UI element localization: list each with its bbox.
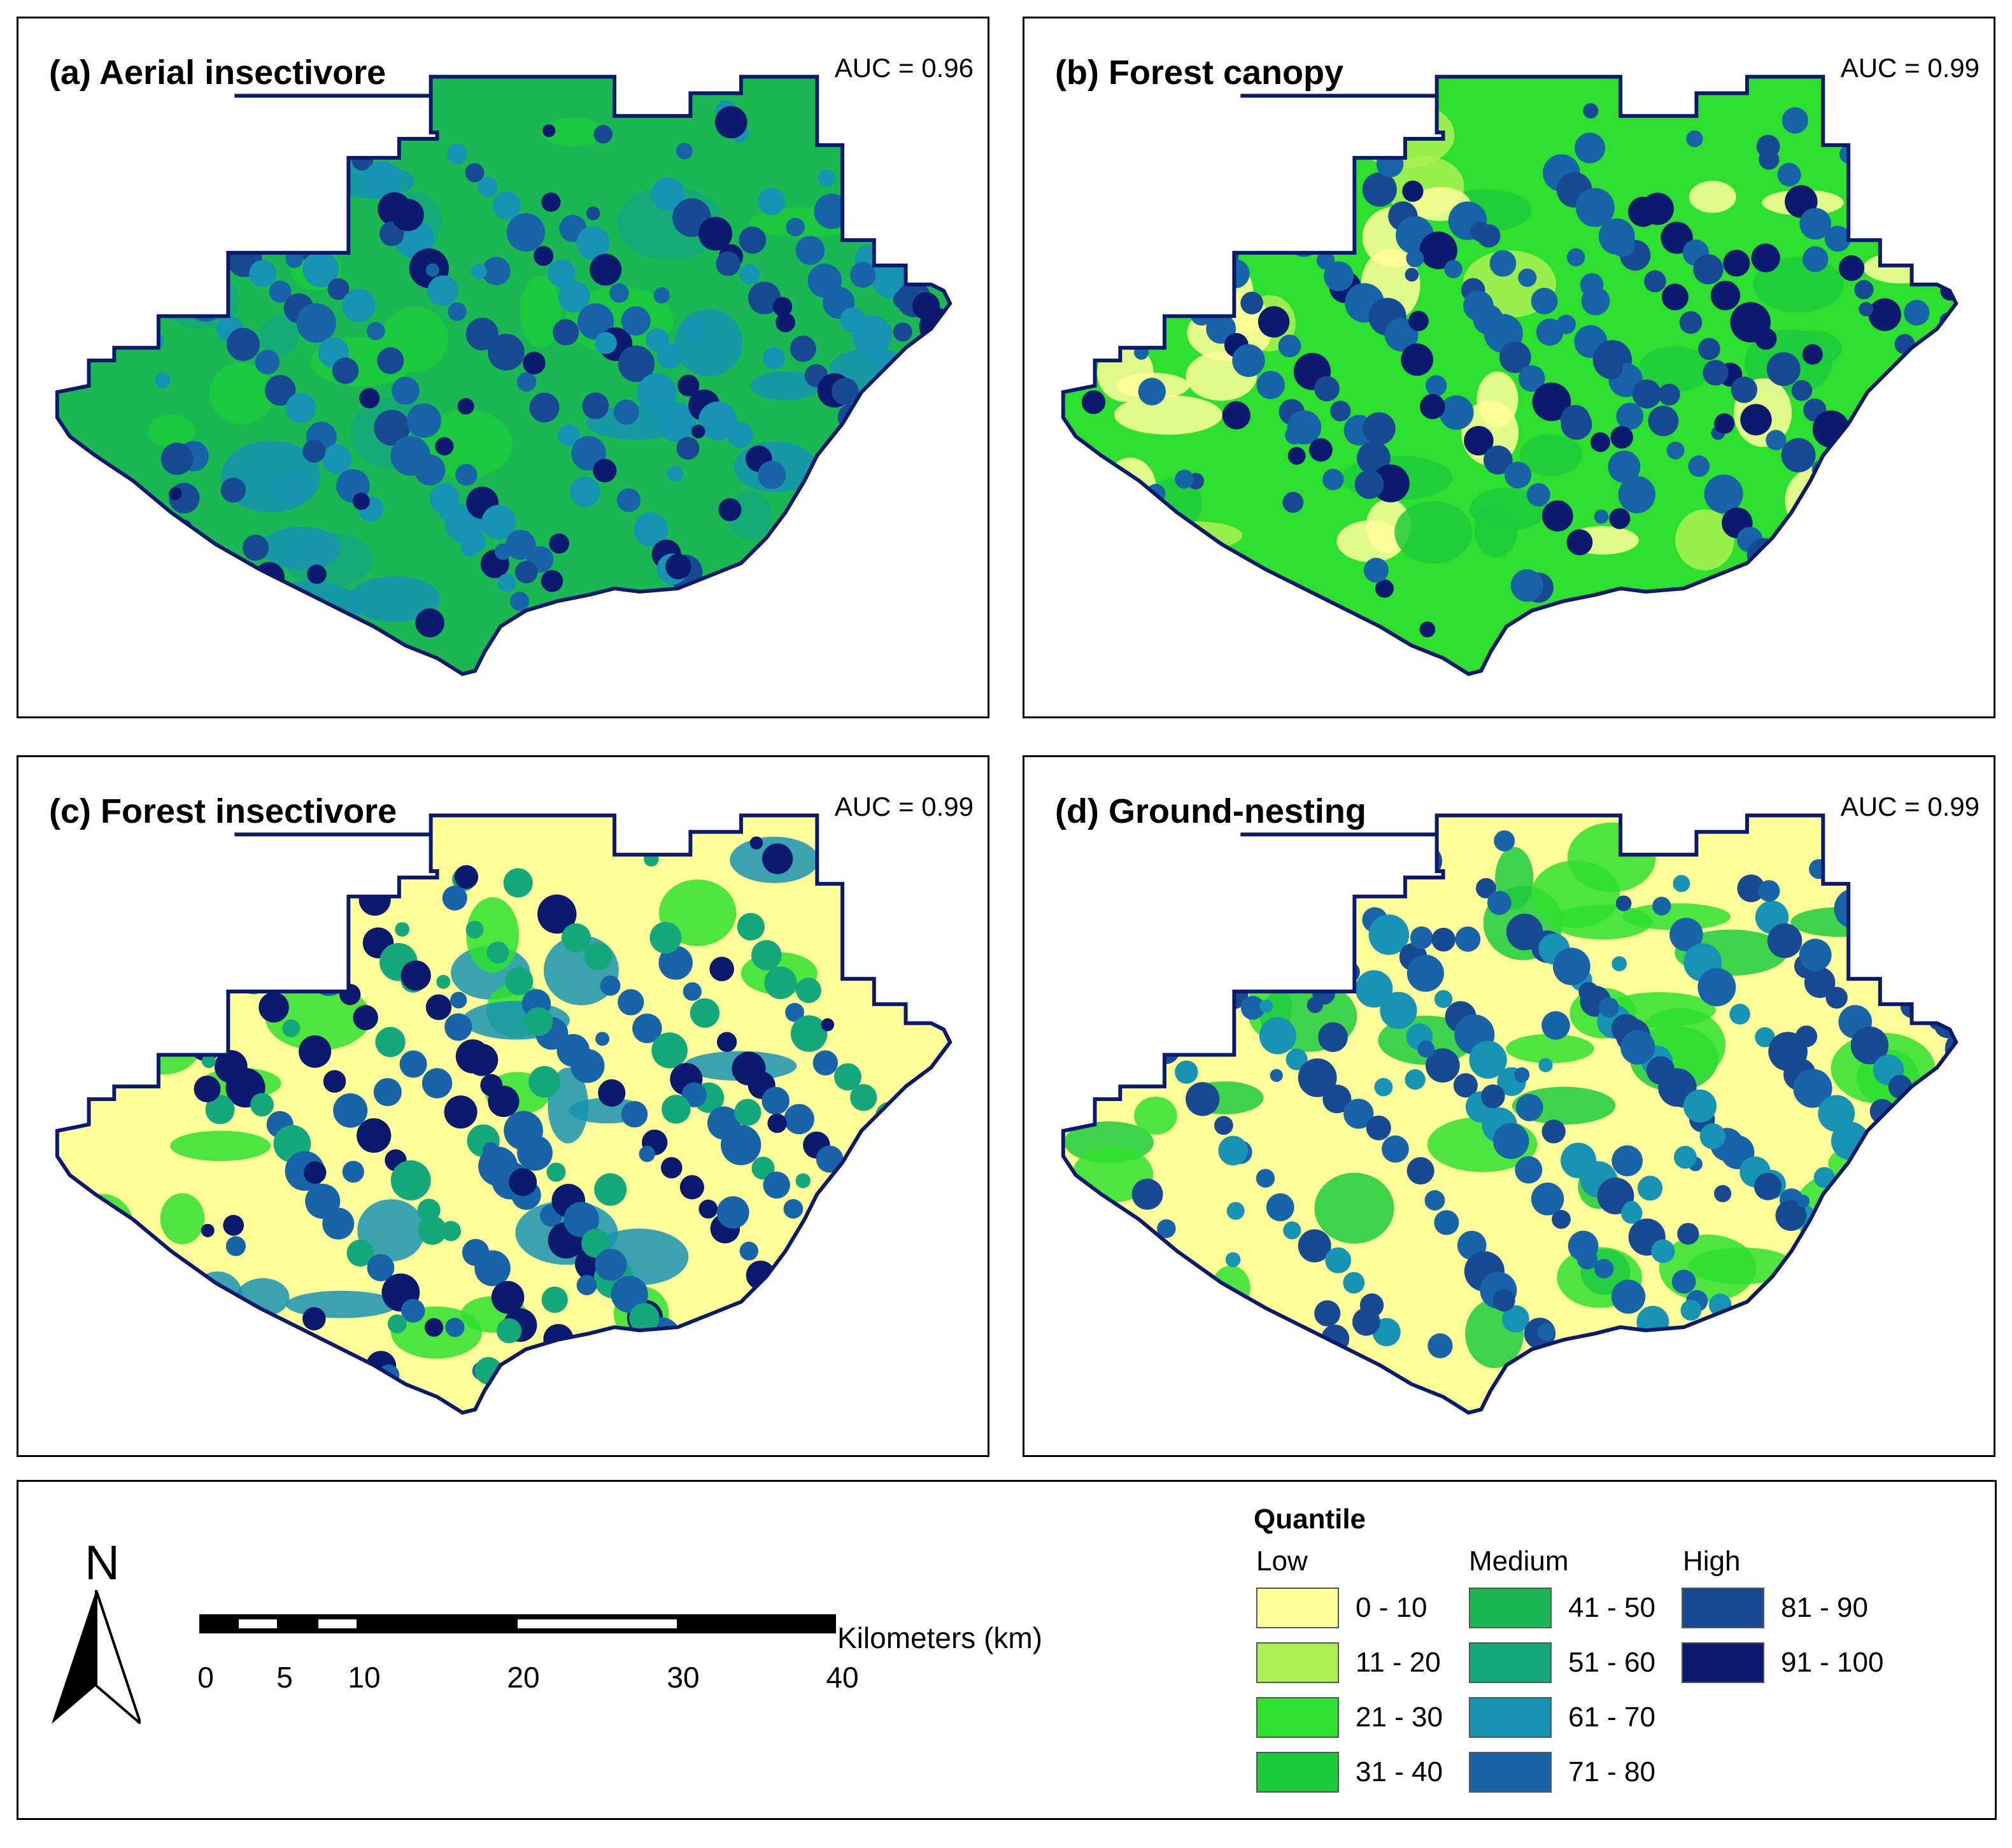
legend-swatch <box>1682 1588 1764 1628</box>
legend-class: 21 - 30 <box>1256 1697 1443 1738</box>
scale-tick-label: 30 <box>667 1661 700 1694</box>
map-legend: N Kilometers (km) 0 5 10 20 30 40 Quanti… <box>17 1480 1997 1820</box>
legend-class: 61 - 70 <box>1469 1697 1655 1738</box>
scale-tick-label: 20 <box>507 1661 540 1694</box>
legend-class-label: 11 - 20 <box>1356 1647 1441 1678</box>
suitability-map-c <box>55 813 953 1415</box>
legend-class-label: 91 - 100 <box>1781 1647 1884 1678</box>
legend-swatch <box>1469 1697 1552 1738</box>
legend-class-label: 81 - 90 <box>1781 1592 1868 1623</box>
scale-tick-label: 0 <box>197 1661 214 1694</box>
legend-class: 11 - 20 <box>1256 1642 1441 1683</box>
legend-swatch <box>1256 1697 1339 1738</box>
auc-value: AUC = 0.96 <box>834 53 974 83</box>
map-panel-c: (c) Forest insectivore AUC = 0.99 <box>17 755 989 1457</box>
scale-tick-label: 5 <box>276 1661 293 1694</box>
suitability-map-a <box>55 75 953 676</box>
panel-title: (a) Aerial insectivore <box>49 53 386 92</box>
legend-swatch <box>1256 1752 1339 1793</box>
legend-class-label: 21 - 30 <box>1356 1702 1443 1733</box>
map-panel-d: (d) Ground-nesting AUC = 0.99 <box>1023 755 1995 1457</box>
legend-swatch <box>1469 1642 1552 1683</box>
legend-swatch <box>1469 1588 1552 1628</box>
scale-unit-label: Kilometers (km) <box>837 1621 1043 1654</box>
legend-class: 81 - 90 <box>1682 1588 1868 1628</box>
legend-class-label: 41 - 50 <box>1568 1592 1655 1623</box>
north-arrow-icon <box>52 1590 141 1724</box>
legend-swatch <box>1682 1642 1764 1683</box>
scale-tick-label: 40 <box>826 1661 859 1694</box>
panel-title: (d) Ground-nesting <box>1055 792 1366 830</box>
legend-title: Quantile <box>1254 1503 1366 1535</box>
legend-group-low: Low <box>1256 1546 1308 1577</box>
suitability-map-d <box>1061 813 1959 1415</box>
scale-bar <box>199 1614 836 1633</box>
legend-class: 31 - 40 <box>1256 1752 1443 1793</box>
legend-swatch <box>1256 1642 1339 1683</box>
legend-group-high: High <box>1683 1546 1741 1577</box>
auc-value: AUC = 0.99 <box>1840 792 1980 821</box>
legend-class: 0 - 10 <box>1256 1588 1428 1628</box>
legend-class-label: 71 - 80 <box>1568 1756 1655 1788</box>
legend-class: 51 - 60 <box>1469 1642 1655 1683</box>
legend-class: 71 - 80 <box>1469 1752 1655 1793</box>
legend-swatch <box>1469 1752 1552 1793</box>
map-panel-a: (a) Aerial insectivore AUC = 0.96 <box>17 17 989 718</box>
north-label: N <box>85 1536 120 1590</box>
legend-class-label: 31 - 40 <box>1356 1756 1443 1788</box>
panel-title: (b) Forest canopy <box>1055 53 1344 92</box>
legend-swatch <box>1256 1588 1339 1628</box>
suitability-map-b <box>1061 75 1959 676</box>
legend-class-label: 51 - 60 <box>1568 1647 1655 1678</box>
legend-class: 91 - 100 <box>1682 1642 1883 1683</box>
legend-class-label: 0 - 10 <box>1356 1592 1428 1623</box>
auc-value: AUC = 0.99 <box>1840 53 1980 83</box>
panel-title: (c) Forest insectivore <box>49 792 397 830</box>
scale-tick-label: 10 <box>348 1661 381 1694</box>
auc-value: AUC = 0.99 <box>834 792 974 821</box>
legend-class: 41 - 50 <box>1469 1588 1655 1628</box>
legend-class-label: 61 - 70 <box>1568 1702 1655 1733</box>
legend-group-medium: Medium <box>1469 1546 1569 1577</box>
map-panel-b: (b) Forest canopy AUC = 0.99 <box>1023 17 1995 718</box>
